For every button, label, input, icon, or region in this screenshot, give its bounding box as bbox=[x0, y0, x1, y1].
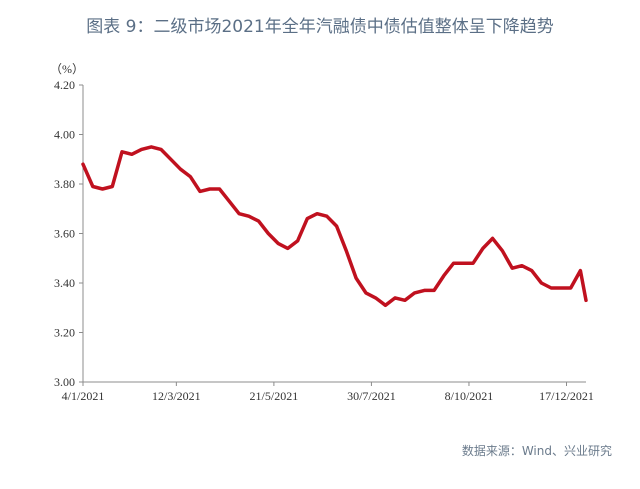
x-tick-label: 30/7/2021 bbox=[347, 389, 396, 403]
source-note: 数据来源：Wind、兴业研究 bbox=[461, 444, 612, 458]
chart-title: 图表 9：二级市场2021年全年汽融债中债估值整体呈下降趋势 bbox=[86, 17, 554, 37]
y-axis-unit-label: （%） bbox=[50, 62, 84, 76]
axes bbox=[82, 85, 586, 383]
x-tick-label: 8/10/2021 bbox=[445, 389, 494, 403]
x-tick-label: 4/1/2021 bbox=[62, 389, 105, 403]
y-tick-label: 3.20 bbox=[54, 326, 75, 340]
y-tick-label: 3.60 bbox=[54, 227, 75, 241]
y-tick-label: 3.80 bbox=[54, 177, 75, 191]
y-tick-label: 4.20 bbox=[54, 78, 75, 92]
x-tick-label: 12/3/2021 bbox=[152, 389, 201, 403]
x-tick-label: 17/12/2021 bbox=[539, 389, 594, 403]
x-axis-ticks: 4/1/2021 12/3/2021 21/5/2021 30/7/2021 8/10/… bbox=[62, 382, 594, 403]
y-tick-label: 4.00 bbox=[54, 128, 75, 142]
series-layer bbox=[81, 145, 588, 308]
series-line bbox=[81, 145, 588, 308]
y-axis-ticks: 4.20 4.00 3.80 3.60 3.40 3.20 3.00 bbox=[54, 78, 83, 389]
y-tick-label: 3.40 bbox=[54, 276, 75, 290]
y-tick-label: 3.00 bbox=[54, 375, 75, 389]
x-tick-label: 21/5/2021 bbox=[250, 389, 299, 403]
